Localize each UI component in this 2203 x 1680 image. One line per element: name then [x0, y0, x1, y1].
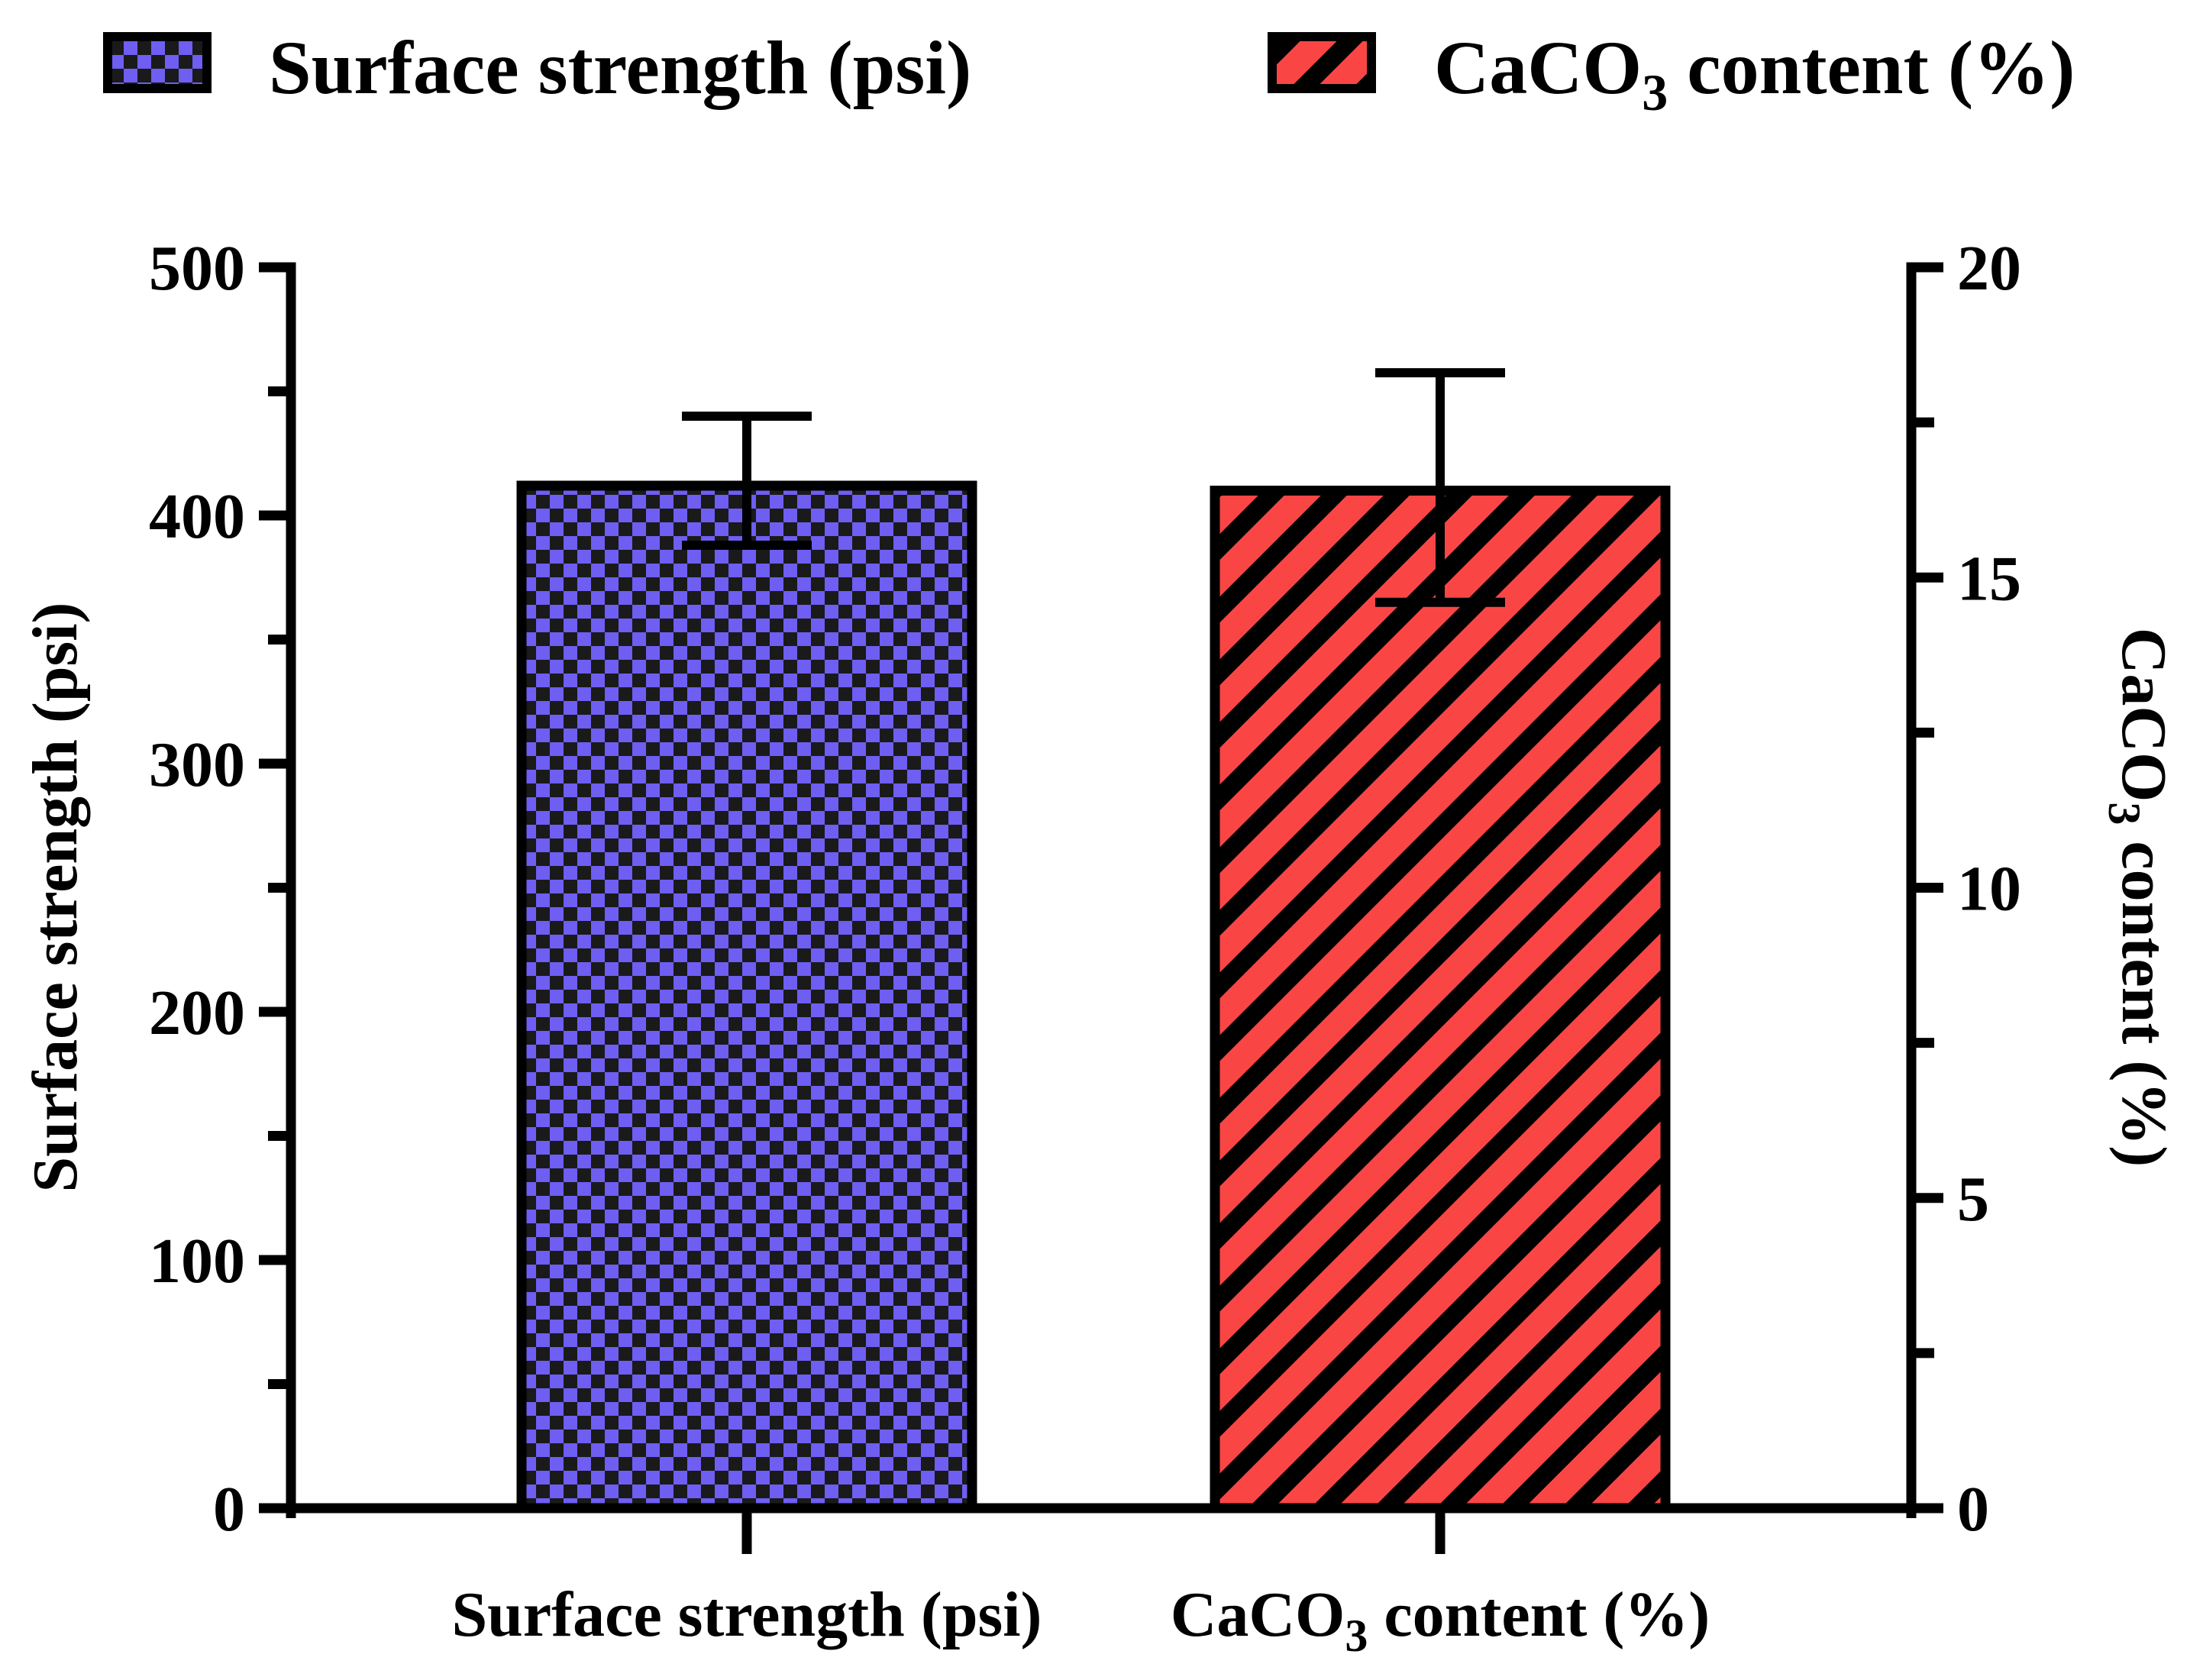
bar-surface-strength: [516, 480, 977, 1514]
legend-entry-surface-strength: Surface strength (psi): [103, 25, 971, 110]
x-label-surface-strength: Surface strength (psi): [451, 1579, 1042, 1650]
x-label-caco3-content: CaCO3 content (%): [1171, 1579, 1710, 1661]
bar-caco3-content: [1210, 486, 1671, 1514]
x-label-main: CaCO: [1171, 1579, 1345, 1650]
left-tick-label-500: 500: [149, 233, 245, 304]
right-axis-title-main: CaCO: [2108, 628, 2179, 803]
legend-label-caco3-content: CaCO3 content (%): [1434, 25, 2075, 121]
left-tick-label-400: 400: [149, 481, 245, 552]
left-tick-label-300: 300: [149, 729, 245, 800]
right-tick-label-10: 10: [1957, 854, 2021, 925]
legend-label-main: CaCO: [1434, 25, 1642, 110]
right-tick-label-5: 5: [1957, 1164, 1989, 1235]
legend-entry-caco3-content: CaCO3 content (%): [1268, 25, 2075, 121]
legend-label-subscript: 3: [1642, 63, 1668, 121]
left-tick-label-200: 200: [149, 977, 245, 1048]
right-tick-label-20: 20: [1957, 233, 2021, 304]
legend: Surface strength (psi) CaCO3 content (%): [103, 25, 2075, 121]
legend-label-surface-strength: Surface strength (psi): [269, 25, 971, 110]
x-label-tail: content (%): [1368, 1579, 1710, 1650]
left-tick-label-100: 100: [149, 1226, 245, 1297]
legend-swatch-caco3-content: [1268, 32, 1376, 93]
right-tick-label-15: 15: [1957, 543, 2021, 614]
left-tick-label-0: 0: [213, 1474, 245, 1545]
right-axis-title-subscript: 3: [2099, 802, 2150, 825]
legend-label-tail: content (%): [1668, 25, 2075, 110]
left-axis-title: Surface strength (psi): [20, 602, 91, 1192]
right-axis-title: CaCO3 content (%): [2099, 628, 2179, 1168]
plot-area: 0 100 200 300 400 500 0 5 10 15 20: [149, 233, 2021, 1554]
x-label-subscript: 3: [1345, 1611, 1368, 1661]
right-axis-title-tail: content (%): [2108, 825, 2179, 1167]
right-tick-label-0: 0: [1957, 1474, 1989, 1545]
legend-swatch-surface-strength: [103, 32, 212, 93]
